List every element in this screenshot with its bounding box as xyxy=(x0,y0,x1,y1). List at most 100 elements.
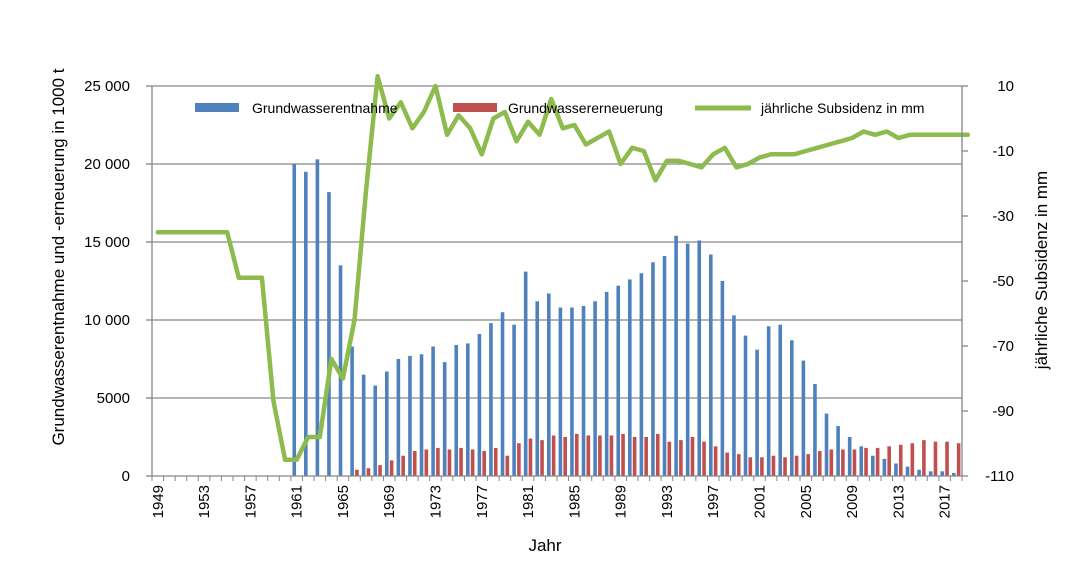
bar-grundwasserentnahme-2014 xyxy=(905,466,910,476)
bar-grundwassererneuerung-2017 xyxy=(945,441,949,476)
bar-grundwassererneuerung-1974 xyxy=(447,449,452,476)
bar-grundwasserentnahme-2016 xyxy=(928,471,933,476)
bar-grundwasserentnahme-1978 xyxy=(489,323,493,476)
y-left-tick-label-15000: 15 000 xyxy=(84,234,130,251)
bar-grundwassererneuerung-1989 xyxy=(621,433,625,476)
x-tick-label-2005: 2005 xyxy=(798,485,815,518)
axes xyxy=(151,86,963,477)
y-right-tick-label--70: -70 xyxy=(992,338,1014,355)
y-axis-right-ticks: 10 -10 -30 -50 -70 -90 -110 xyxy=(962,78,1014,485)
bar-grundwasserentnahme-2009 xyxy=(847,437,852,476)
bar-grundwassererneuerung-1988 xyxy=(609,435,614,476)
bar-grundwassererneuerung-1999 xyxy=(736,454,741,476)
bar-grundwassererneuerung-1979 xyxy=(505,455,510,476)
x-tick-label-2001: 2001 xyxy=(752,485,769,518)
y-left-tick-label-20000: 20 000 xyxy=(84,156,130,173)
x-tick-label-2013: 2013 xyxy=(890,485,907,518)
bar-grundwasserentnahme-1966 xyxy=(350,346,354,476)
bar-grundwassererneuerung-2005 xyxy=(806,454,810,476)
bar-grundwasserentnahme-2005 xyxy=(801,360,806,476)
bar-grundwasserentnahme-1981 xyxy=(523,271,528,476)
bar-grundwassererneuerung-1993 xyxy=(667,441,672,476)
bar-grundwassererneuerung-2011 xyxy=(875,447,880,476)
series-grundwasserentnahme xyxy=(292,159,956,477)
bar-grundwasserentnahme-2013 xyxy=(894,463,898,476)
bar-grundwassererneuerung-1966 xyxy=(355,469,359,476)
bar-grundwasserentnahme-1980 xyxy=(512,324,516,476)
bar-grundwassererneuerung-1981 xyxy=(528,438,533,476)
bar-grundwasserentnahme-1998 xyxy=(720,281,725,476)
bar-grundwassererneuerung-1980 xyxy=(517,443,521,476)
bar-grundwasserentnahme-2006 xyxy=(813,383,817,476)
gridlines xyxy=(152,85,962,399)
bar-grundwassererneuerung-1995 xyxy=(690,437,695,476)
x-tick-label-1985: 1985 xyxy=(566,485,583,518)
bar-grundwasserentnahme-1996 xyxy=(697,240,702,476)
x-tick-label-1965: 1965 xyxy=(335,485,352,518)
y-right-tick-label--50: -50 xyxy=(992,273,1014,290)
bar-grundwassererneuerung-2014 xyxy=(910,443,915,476)
bar-grundwassererneuerung-1969 xyxy=(389,460,394,476)
bar-grundwasserentnahme-2003 xyxy=(778,324,783,476)
x-tick-label-1981: 1981 xyxy=(520,485,537,518)
bar-grundwassererneuerung-2012 xyxy=(887,446,891,476)
bar-grundwasserentnahme-2012 xyxy=(882,458,887,476)
bar-grundwasserentnahme-1979 xyxy=(500,312,505,476)
x-tick-label-1969: 1969 xyxy=(381,485,398,518)
bar-grundwassererneuerung-2015 xyxy=(922,440,926,476)
bar-grundwasserentnahme-2018 xyxy=(952,472,956,476)
bar-grundwassererneuerung-1984 xyxy=(563,437,567,476)
bar-grundwasserentnahme-1961 xyxy=(292,164,297,476)
y-left-tick-label-10000: 10 000 xyxy=(84,312,130,329)
bar-grundwassererneuerung-2006 xyxy=(817,451,822,476)
bar-grundwasserentnahme-1982 xyxy=(535,301,540,476)
bar-grundwasserentnahme-1993 xyxy=(662,256,667,476)
series-subsidenz xyxy=(155,74,971,463)
bar-grundwasserentnahme-1994 xyxy=(674,235,678,476)
bar-grundwassererneuerung-1985 xyxy=(574,433,579,476)
bar-grundwasserentnahme-1989 xyxy=(616,285,621,476)
bar-grundwasserentnahme-1992 xyxy=(651,262,655,476)
bar-grundwasserentnahme-2002 xyxy=(766,326,771,476)
bar-grundwasserentnahme-1984 xyxy=(558,307,563,476)
bar-grundwasserentnahme-1986 xyxy=(581,305,586,476)
bar-grundwassererneuerung-2004 xyxy=(794,455,799,476)
y-right-tick-label--90: -90 xyxy=(992,403,1014,420)
bar-grundwasserentnahme-1985 xyxy=(570,307,574,476)
bar-grundwassererneuerung-2008 xyxy=(841,449,845,476)
bar-grundwasserentnahme-2000 xyxy=(743,335,748,476)
bar-grundwassererneuerung-1991 xyxy=(644,437,648,476)
bar-grundwasserentnahme-1962 xyxy=(304,171,308,477)
bar-grundwassererneuerung-1982 xyxy=(540,440,544,476)
y-right-tick-label--110: -110 xyxy=(985,468,1014,485)
bar-grundwasserentnahme-1972 xyxy=(419,354,424,476)
x-tick-label-1961: 1961 xyxy=(289,485,306,518)
bar-grundwassererneuerung-2018 xyxy=(956,443,961,476)
bar-grundwasserentnahme-2011 xyxy=(871,455,875,476)
bar-grundwassererneuerung-1994 xyxy=(679,440,683,476)
y-right-tick-label-10: 10 xyxy=(997,78,1014,95)
bar-grundwassererneuerung-1986 xyxy=(586,435,591,476)
bar-grundwasserentnahme-1973 xyxy=(431,346,435,476)
bar-grundwasserentnahme-2007 xyxy=(824,413,829,476)
x-tick-label-1989: 1989 xyxy=(613,485,630,518)
bar-grundwasserentnahme-1999 xyxy=(732,315,736,476)
bar-grundwassererneuerung-1972 xyxy=(424,449,429,476)
bar-grundwassererneuerung-2009 xyxy=(852,449,857,476)
bar-grundwasserentnahme-1974 xyxy=(442,362,447,476)
bar-grundwassererneuerung-1987 xyxy=(598,435,602,476)
x-axis-ticks: 1949 1953 1957 1961 1965 1969 1973 1977 1981 1985… xyxy=(150,476,963,518)
x-axis-title: Jahr xyxy=(528,536,561,555)
y-left-tick-label-0: 0 xyxy=(122,468,130,485)
x-tick-label-2017: 2017 xyxy=(937,485,954,518)
x-tick-label-1957: 1957 xyxy=(242,485,259,518)
bar-grundwassererneuerung-2010 xyxy=(864,447,868,476)
bar-grundwassererneuerung-2007 xyxy=(829,449,834,476)
bar-grundwasserentnahme-1967 xyxy=(361,374,366,476)
x-tick-label-1953: 1953 xyxy=(196,485,213,518)
bar-grundwassererneuerung-1977 xyxy=(482,451,486,476)
y-axis-right-title: jährliche Subsidenz in mm xyxy=(1032,171,1051,370)
bar-grundwassererneuerung-1998 xyxy=(725,452,729,476)
bar-grundwasserentnahme-1969 xyxy=(385,371,389,476)
